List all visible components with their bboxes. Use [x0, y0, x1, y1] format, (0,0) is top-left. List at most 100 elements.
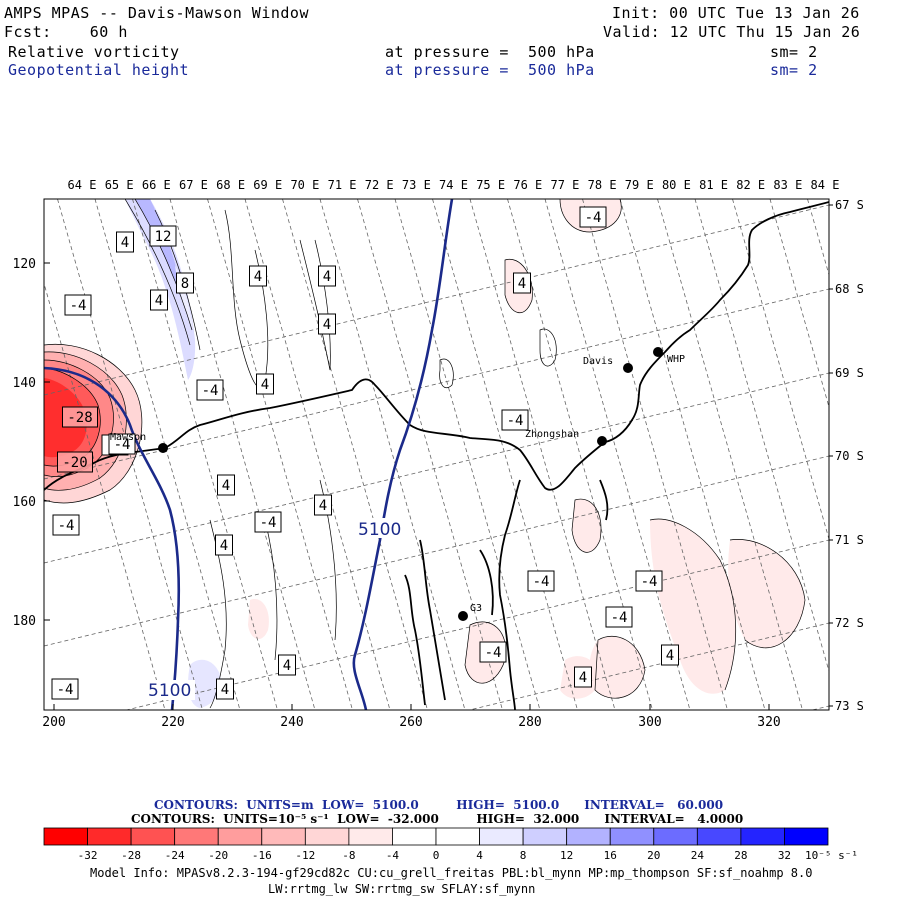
colorbar-swatch — [653, 827, 698, 846]
svg-text:4: 4 — [579, 670, 587, 686]
meridian-line — [207, 199, 353, 710]
lon-label: 79 E — [625, 178, 654, 192]
vorticity-label: 12 — [149, 225, 177, 247]
svg-text:-20: -20 — [62, 455, 87, 471]
colorbar-tick-label: -20 — [208, 849, 228, 862]
vorticity-label: 8 — [176, 272, 194, 294]
colorbar-swatch — [609, 827, 655, 846]
vorticity-label: -4 — [479, 641, 507, 663]
lon-label: 74 E — [439, 178, 468, 192]
svg-text:4: 4 — [155, 293, 163, 309]
x-grid-label: 260 — [399, 715, 422, 730]
lon-label: 77 E — [550, 178, 579, 192]
lon-label: 76 E — [513, 178, 542, 192]
svg-text:-4: -4 — [57, 682, 74, 698]
meridian-line — [544, 199, 691, 710]
vorticity-label: 4 — [318, 313, 336, 335]
vorticity-label: -28 — [62, 406, 98, 428]
vorticity-label: 4 — [256, 373, 274, 395]
svg-text:-4: -4 — [202, 383, 219, 399]
svg-text:-4: -4 — [611, 610, 628, 626]
meridian-line — [394, 199, 541, 710]
vorticity-label: -4 — [64, 294, 92, 316]
colorbar-unit: 10⁻⁵ s⁻¹ — [805, 849, 858, 862]
vorticity-label: -4 — [108, 433, 136, 455]
colorbar-swatch — [87, 827, 132, 846]
vorticity-label: 4 — [661, 644, 679, 666]
vorticity-label: 4 — [215, 534, 233, 556]
colorbar-tick-label: -16 — [252, 849, 272, 862]
x-grid-label: 320 — [757, 715, 780, 730]
colorbar-tick-label: 32 — [778, 849, 791, 862]
field1-name: Relative vorticity — [8, 43, 180, 61]
colorbar-swatch — [217, 827, 263, 846]
svg-text:12: 12 — [155, 229, 172, 245]
lon-label: 84 E — [811, 178, 840, 192]
lon-label: 64 E — [68, 178, 97, 192]
svg-text:Mawson: Mawson — [110, 432, 146, 443]
station-davis: Davis — [583, 356, 633, 373]
colorbar-tick-label: 16 — [604, 849, 617, 862]
vorticity-label: -4 — [527, 570, 555, 592]
vorticity-label: -4 — [254, 511, 282, 533]
lon-label: 70 E — [290, 178, 319, 192]
colorbar-swatch — [435, 827, 480, 846]
meridian-line — [469, 199, 616, 710]
vorticity-label: -4 — [579, 206, 607, 228]
vorticity-label: -4 — [605, 606, 633, 628]
meridian-line — [694, 199, 829, 673]
vorticity-label: -4 — [52, 514, 80, 536]
meridian-line — [169, 199, 316, 710]
meridian-line — [282, 199, 428, 710]
svg-text:WHP: WHP — [667, 354, 685, 365]
field1-smoothing: sm= 2 — [770, 43, 818, 61]
y-grid-label: 140 — [13, 376, 36, 391]
svg-text:-4: -4 — [70, 298, 87, 314]
colorbar-tick-label: 12 — [560, 849, 573, 862]
meridian-line — [44, 282, 166, 710]
svg-text:4: 4 — [220, 538, 228, 554]
meridian-line — [582, 199, 728, 710]
parallel-line — [44, 455, 829, 647]
colorbar-swatch — [479, 827, 524, 846]
svg-text:-4: -4 — [58, 518, 75, 534]
lon-label: 67 E — [179, 178, 208, 192]
lon-label: 66 E — [142, 178, 171, 192]
x-grid-label: 220 — [161, 715, 184, 730]
meridian-line — [244, 199, 391, 710]
height-contours — [44, 199, 454, 710]
lat-label: 71 S — [835, 533, 864, 547]
svg-text:4: 4 — [254, 269, 262, 285]
plot-title: AMPS MPAS -- Davis-Mawson Window — [4, 4, 309, 22]
station-mawson: Mawson — [110, 432, 168, 453]
svg-text:-4: -4 — [260, 515, 277, 531]
colorbar-tick-label: 28 — [734, 849, 747, 862]
colorbar-tick-label: -8 — [342, 849, 355, 862]
model-info-line1: Model Info: MPASv8.2.3-194-gf29cd82c CU:… — [90, 866, 813, 880]
lon-label: 69 E — [253, 178, 282, 192]
svg-text:-4: -4 — [585, 210, 602, 226]
lat-label: 72 S — [835, 616, 864, 630]
lat-label: 70 S — [835, 449, 864, 463]
svg-text:8: 8 — [181, 276, 189, 292]
station-zhongshan: Zhongshan — [525, 429, 607, 446]
vorticity-label: -20 — [57, 451, 93, 473]
height-contour-labels: 5100 5100 — [145, 518, 405, 701]
station-whp: WHP — [653, 347, 685, 365]
field2-name: Geopotential height — [8, 61, 190, 79]
lon-label: 82 E — [736, 178, 765, 192]
coastlines — [44, 201, 829, 710]
parallel-line — [44, 372, 829, 564]
vorticity-labels: 4 12 8 4 4 4 4 -4 4 -4 -28 -20 4 -4 4 4 4 -4 -4 4 4 4 -4 -4 -4 -4… — [51, 206, 679, 700]
svg-text:-28: -28 — [67, 410, 92, 426]
colorbar-tick-label: -24 — [165, 849, 185, 862]
lat-label: 69 S — [835, 366, 864, 380]
vorticity-label: 4 — [216, 678, 234, 700]
svg-text:4: 4 — [323, 317, 331, 333]
lon-label: 78 E — [588, 178, 617, 192]
colorbar: -32 -28 -24 -20 -16 -12 -8 -4 0 4 8 12 16 20 24 28 32 10⁻… — [43, 827, 858, 862]
svg-text:4: 4 — [221, 682, 229, 698]
lon-label: 65 E — [105, 178, 134, 192]
colorbar-tick-label: 8 — [520, 849, 527, 862]
lon-label: 73 E — [402, 178, 431, 192]
